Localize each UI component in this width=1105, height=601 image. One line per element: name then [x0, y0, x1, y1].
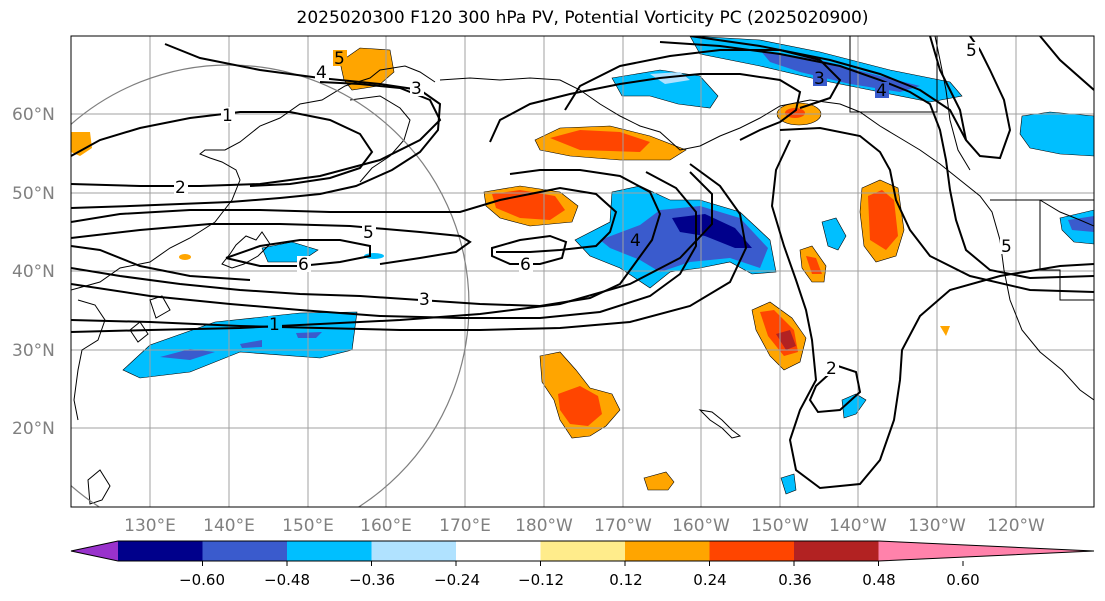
colorbar-segment: [202, 541, 288, 561]
colorbar-tick-label: 0.48: [862, 571, 895, 589]
colorbar-tick-label: −0.24: [434, 571, 480, 589]
contour-label: 5: [363, 223, 374, 243]
lon-label: 130°W: [908, 516, 966, 536]
contour-label: 1: [222, 106, 233, 126]
graticule: [71, 36, 1094, 507]
colorbar-segment: [287, 541, 372, 561]
map-area: 5 4 3 1 2 5 6 6 3 1 4 3 4 5: [71, 36, 1094, 507]
colorbar-ticks: −0.60 −0.48 −0.36 −0.24 −0.12 0.12 0.24 …: [179, 571, 980, 589]
colorbar-tick-label: 0.12: [609, 571, 642, 589]
colorbar-segment: [540, 541, 626, 561]
contour-label: 3: [411, 79, 422, 99]
contour-label: 6: [520, 255, 531, 275]
contour-label: 2: [175, 178, 186, 198]
colorbar-tick-label: −0.12: [518, 571, 564, 589]
colorbar-tick-label: −0.36: [349, 571, 395, 589]
lon-label: 140°W: [829, 516, 887, 536]
contour-label: 5: [966, 41, 977, 61]
lon-label: 160°W: [672, 516, 730, 536]
contour-label: 4: [876, 81, 887, 101]
lon-label: 120°W: [987, 516, 1045, 536]
colorbar-segment: [118, 541, 203, 561]
lat-label: 50°N: [12, 184, 55, 204]
contour-label: 4: [316, 63, 327, 83]
lon-label: 150°E: [282, 516, 334, 536]
pv-contours: [71, 36, 1094, 490]
colorbar: [70, 540, 1095, 566]
map-title: 2025020300 F120 300 hPa PV, Potential Vo…: [296, 8, 869, 28]
lon-label: 170°W: [594, 516, 652, 536]
colorbar-outline: [70, 540, 1095, 562]
colorbar-tick-label: −0.60: [179, 571, 225, 589]
lon-label: 150°W: [751, 516, 809, 536]
contour-label: 2: [826, 359, 837, 379]
lon-label: 160°E: [360, 516, 412, 536]
contour-labels: 5 4 3 1 2 5 6 6 3 1 4 3 4 5: [174, 41, 1014, 379]
lon-label: 130°E: [124, 516, 176, 536]
contour-label: 5: [334, 49, 345, 69]
lon-label: 180°W: [515, 516, 573, 536]
lat-label: 30°N: [12, 341, 55, 361]
projection-circle: [71, 64, 470, 507]
longitude-labels: 130°E 140°E 150°E 160°E 170°E 180°W 170°…: [124, 516, 1045, 536]
colorbar-extend-max: [878, 541, 1094, 561]
colorbar-segment: [794, 541, 879, 561]
lat-label: 20°N: [12, 419, 55, 439]
contour-label: 3: [814, 69, 825, 89]
contour-label: 1: [269, 315, 280, 335]
colorbar-segment: [456, 541, 541, 561]
lat-label: 40°N: [12, 262, 55, 282]
colorbar-segment: [709, 541, 795, 561]
lon-label: 140°E: [203, 516, 255, 536]
map-frame: [70, 35, 1095, 508]
colorbar-tick-label: 0.24: [693, 571, 726, 589]
colorbar-tick-label: 0.60: [946, 571, 979, 589]
contour-label: 5: [1001, 237, 1012, 257]
lon-label: 170°E: [439, 516, 491, 536]
colorbar-segment: [625, 541, 710, 561]
colorbar-segment: [371, 541, 457, 561]
contour-label: 3: [419, 290, 430, 310]
lat-label: 60°N: [12, 105, 55, 125]
latitude-labels: 60°N 50°N 40°N 30°N 20°N: [12, 105, 55, 439]
contour-label: 4: [630, 231, 641, 251]
colorbar-tick-label: −0.48: [264, 571, 310, 589]
pv-anomaly-fill: [71, 36, 1094, 495]
colorbar-extend-min: [71, 541, 118, 561]
contour-label: 6: [298, 255, 309, 275]
colorbar-tick-label: 0.36: [778, 571, 811, 589]
